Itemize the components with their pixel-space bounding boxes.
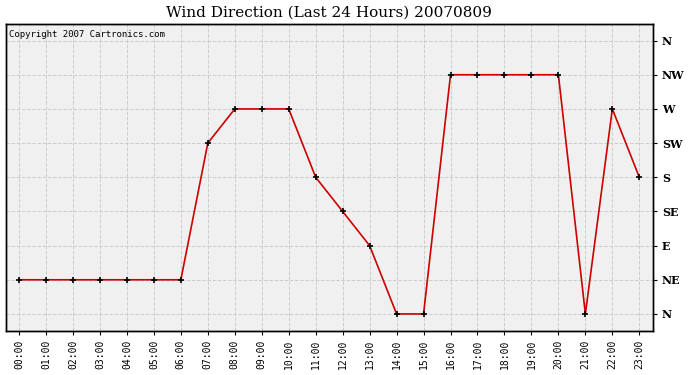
- Text: Copyright 2007 Cartronics.com: Copyright 2007 Cartronics.com: [9, 30, 165, 39]
- Title: Wind Direction (Last 24 Hours) 20070809: Wind Direction (Last 24 Hours) 20070809: [166, 6, 492, 20]
